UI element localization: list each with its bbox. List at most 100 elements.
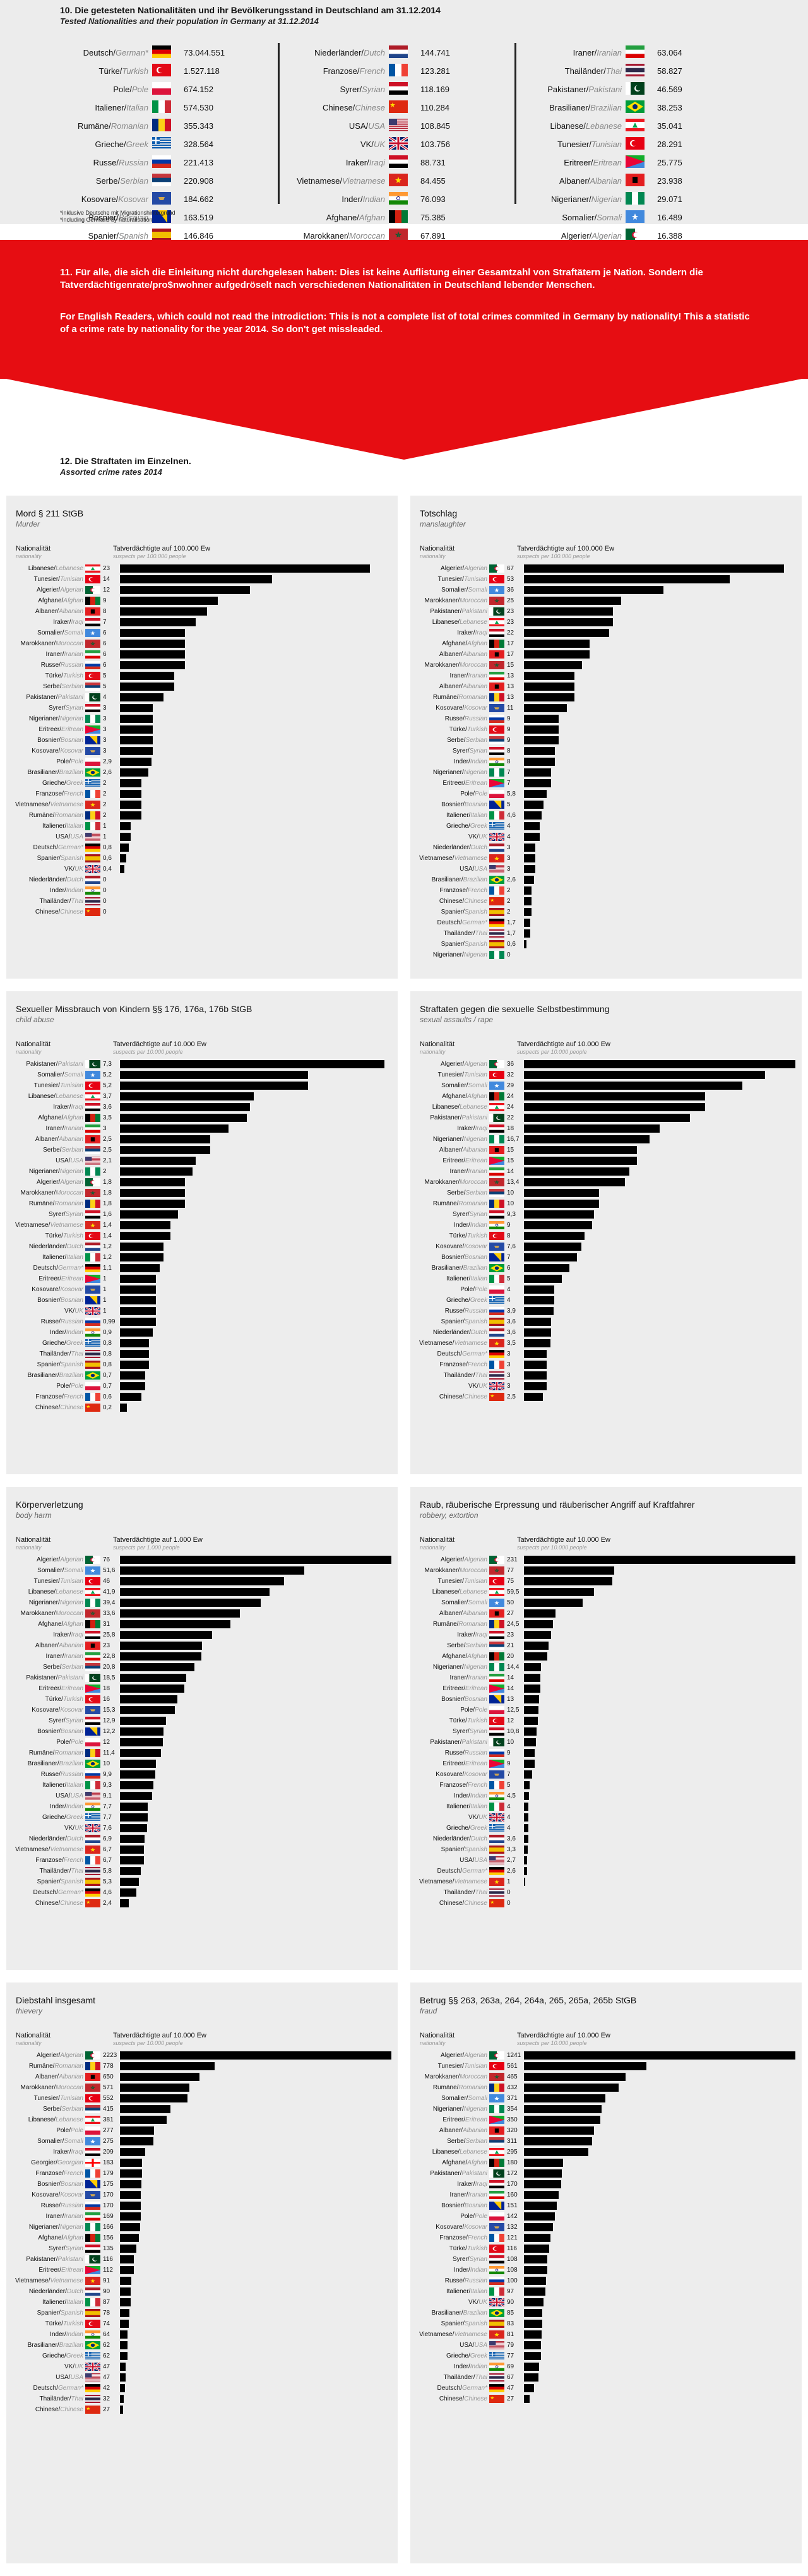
bar-label: Albaner/Albanian: [439, 1610, 487, 1617]
bar: [120, 833, 131, 841]
nationality-label: Inder/Indian: [342, 194, 385, 204]
chart-bar-row: Brasilianer/Brazilian 2,6: [6, 768, 398, 777]
flag-icon: [85, 1792, 100, 1800]
column-header-en: nationality: [420, 553, 446, 559]
flag-icon: [489, 736, 504, 745]
chart-bar-row: Iraker/Iraqi 3,6: [6, 1102, 398, 1112]
population-row: Spanier/Spanish 146.846: [60, 226, 268, 244]
chart-bar-row: Algerier/Algerian 12: [6, 585, 398, 595]
bar-label: Serbe/Serbian: [43, 683, 83, 690]
bar: [120, 1189, 186, 1197]
chart-bar-row: Eritreer/Eritrean 7: [410, 778, 802, 788]
bar-value-label: 151: [507, 2202, 518, 2209]
flag-icon: [85, 1846, 100, 1854]
bar: [120, 1556, 391, 1564]
bar: [120, 1878, 139, 1886]
bar-label: VK/UK: [468, 2299, 487, 2306]
chart-bar-row: Bosnier/Bosnian 5: [410, 800, 802, 809]
bar: [524, 2298, 544, 2306]
bar: [120, 2159, 143, 2167]
flag-icon: [489, 1856, 504, 1864]
bar-label: Inder/Indian: [50, 2331, 83, 2338]
bar: [120, 1200, 186, 1208]
bar: [120, 2277, 131, 2285]
bar: [524, 1760, 535, 1768]
flag-icon: [152, 82, 171, 95]
bar-value-label: 79: [507, 2342, 514, 2349]
flag-icon: [489, 876, 504, 884]
chart-bar-row: Chinese/Chinese 2,5: [410, 1392, 802, 1402]
bar-label: Thailänder/Thai: [39, 1868, 83, 1875]
bar-value-label: 1: [507, 1878, 511, 1885]
chart-bar-row: Vietnamese/Vietnamese 3: [410, 854, 802, 863]
bar-value-label: 5: [507, 801, 511, 808]
bar: [524, 693, 574, 701]
bar-label: Tunesier/Tunisian: [437, 1578, 487, 1585]
flag-icon: [489, 1599, 504, 1607]
bar-value-label: 75: [507, 1578, 514, 1585]
bar-label: Eritreer/Eritrean: [443, 1157, 487, 1164]
chart-bar-row: VK/UK 3: [410, 1381, 802, 1392]
chart-bar-row: Pakistaner/Pakistani 22: [410, 1113, 802, 1123]
bar-label: Iraker/Iraqi: [457, 1125, 487, 1132]
bar: [524, 1060, 795, 1068]
flag-icon: [489, 1792, 504, 1801]
bar-value-label: 67: [507, 565, 514, 572]
bar-value-label: 3,7: [103, 1093, 112, 1100]
chart-bar-row: Türke/Turkish 12: [410, 1716, 802, 1726]
flag-icon: [489, 1760, 504, 1768]
flag-icon: [85, 1620, 100, 1628]
flag-icon: [85, 586, 100, 594]
chart-bar-row: Serbe/Serbian 20,8: [6, 1662, 398, 1672]
bar-value-label: 87: [103, 2299, 110, 2306]
bar: [524, 1556, 795, 1564]
bar: [524, 833, 540, 841]
column-header: Nationalität: [420, 545, 455, 552]
bar: [120, 1566, 304, 1575]
bar: [120, 1663, 194, 1671]
bar: [524, 1652, 548, 1661]
bar: [524, 725, 559, 734]
flag-icon: [489, 672, 504, 681]
chart-bar-row: Iraner/Iranian 160: [410, 2190, 802, 2200]
bar: [524, 2320, 542, 2328]
bar-label: Albaner/Albanian: [439, 2127, 487, 2134]
bar: [120, 575, 272, 583]
flag-icon: [85, 1706, 100, 1714]
bar-value-label: 231: [507, 1556, 518, 1563]
bar-value-label: 23: [507, 608, 514, 615]
bar-value-label: 22: [507, 1114, 514, 1121]
chart-bar-row: Inder/Indian 8: [410, 757, 802, 766]
bar: [120, 822, 131, 830]
chart-bar-row: Vietnamese/Vietnamese 1: [410, 1877, 802, 1887]
nationality-label: Rumäne/Romanian: [77, 121, 148, 131]
bar-label: Inder/Indian: [454, 1792, 487, 1799]
bar: [120, 1285, 157, 1294]
unit-label-en: suspects per 100.000 people: [113, 553, 186, 559]
bar-value-label: 170: [507, 2181, 518, 2188]
flag-icon: [489, 1178, 504, 1186]
chart-bar-row: Serbe/Serbian 9: [410, 736, 802, 745]
bar: [524, 683, 574, 691]
bar: [524, 876, 534, 884]
flag-icon: [489, 1103, 504, 1111]
bar-value-label: 15: [507, 662, 514, 669]
bar-label: Kosovare/Kosovar: [32, 1286, 83, 1293]
bar-label: Marokkaner/Moroccan: [424, 2073, 487, 2080]
bar: [120, 1157, 196, 1165]
bar-label: Tunesier/Tunisian: [33, 1082, 83, 1089]
bar-value-label: 62: [103, 2342, 110, 2349]
flag-icon: [489, 1361, 505, 1369]
flag-icon: [85, 1556, 100, 1564]
chart-bar-row: Algerier/Algerian 2223: [6, 2051, 398, 2060]
population-row: Italiener/Italian 574.530: [60, 98, 268, 116]
bar-value-label: 8: [103, 608, 107, 615]
flag-icon: [85, 1803, 100, 1811]
bar-value-label: 2,7: [507, 1857, 516, 1864]
chart-bar-row: Thailänder/Thai 0: [6, 897, 398, 906]
bar: [120, 1824, 147, 1832]
chart-bar-row: Albaner/Albanian 650: [6, 2072, 398, 2082]
flag-icon: [85, 1296, 100, 1304]
bar-label: Pakistaner/Pakistani: [430, 1739, 487, 1746]
flag-icon: [489, 618, 504, 626]
